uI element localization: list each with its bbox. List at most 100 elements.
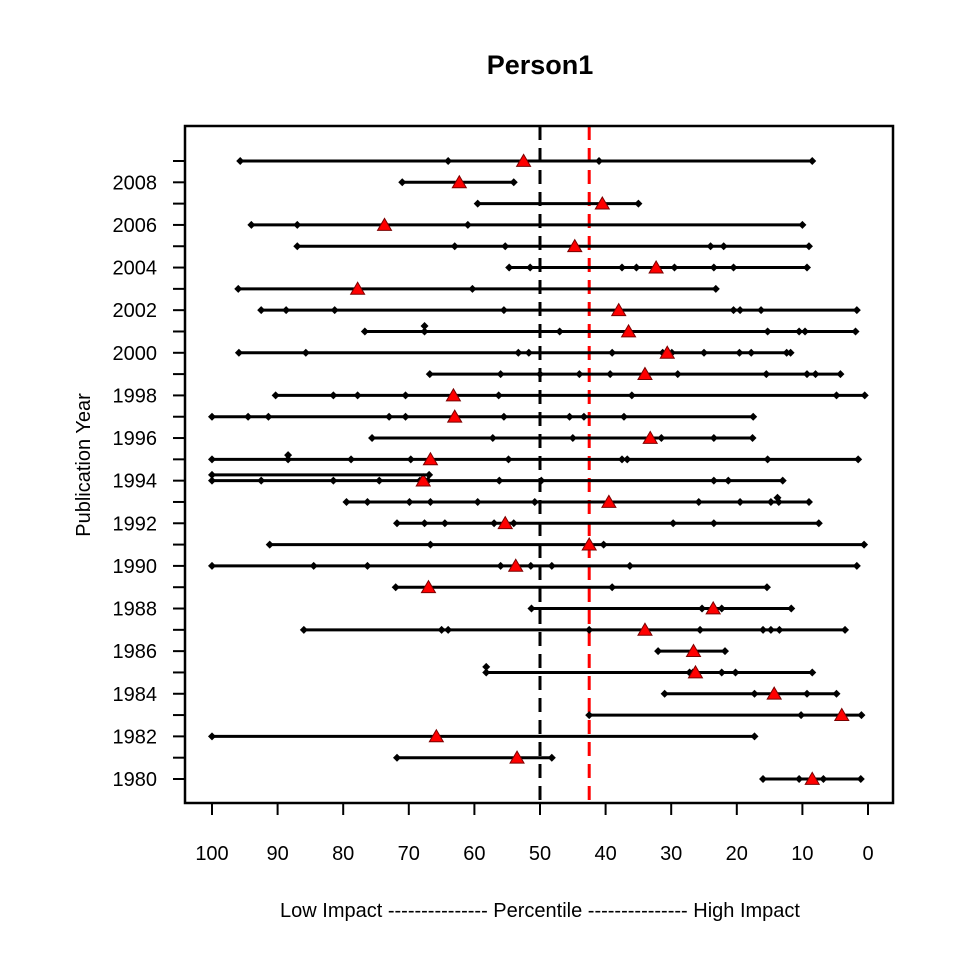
publication-row <box>208 409 758 423</box>
citation-point <box>444 157 453 165</box>
citation-point <box>698 604 707 613</box>
citation-point <box>669 519 678 528</box>
y-tick-label: 1990 <box>113 556 158 578</box>
citation-point <box>654 647 663 656</box>
citation-point <box>501 242 510 251</box>
citation-point <box>795 775 804 783</box>
x-tick-label: 70 <box>398 843 420 865</box>
citation-point <box>347 455 356 464</box>
citation-point <box>763 455 772 464</box>
citation-point <box>342 497 351 506</box>
citation-point <box>363 497 372 506</box>
citation-point <box>595 157 604 165</box>
citation-point <box>660 689 669 698</box>
citation-point <box>440 519 449 528</box>
citation-point <box>797 711 806 720</box>
y-tick-label: 2006 <box>113 215 158 237</box>
citation-point <box>473 199 482 208</box>
publication-row <box>293 238 813 253</box>
citation-point <box>301 348 310 357</box>
citation-point <box>208 476 216 485</box>
citation-point <box>536 370 544 379</box>
citation-point <box>787 604 796 613</box>
publication-row <box>392 515 823 530</box>
median-marker <box>833 707 850 721</box>
citation-point <box>257 306 266 315</box>
citation-point <box>420 327 429 336</box>
citation-point <box>750 689 759 698</box>
citation-point <box>709 476 718 485</box>
citation-point <box>851 327 860 336</box>
citation-point <box>271 391 280 400</box>
citation-point <box>363 561 372 570</box>
citation-point <box>406 455 415 464</box>
citation-point <box>773 493 782 502</box>
citation-point <box>709 434 718 443</box>
citation-point <box>801 327 810 336</box>
citation-point <box>555 327 564 336</box>
citation-point <box>673 370 682 379</box>
median-marker <box>415 473 432 487</box>
citation-point <box>426 540 435 549</box>
publication-row <box>208 558 861 572</box>
citation-point <box>473 497 482 506</box>
median-marker <box>687 664 704 679</box>
y-tick-label: 1980 <box>113 769 158 791</box>
publication-row <box>773 493 782 502</box>
citation-point <box>284 451 293 460</box>
x-axis-label: Low Impact --------------- Percentile --… <box>280 900 800 922</box>
citation-point <box>329 391 338 400</box>
citation-point <box>547 753 556 762</box>
median-marker <box>610 302 627 317</box>
median-marker <box>420 579 437 594</box>
citation-point <box>634 199 643 208</box>
publication-row <box>284 451 293 460</box>
median-marker <box>642 430 659 444</box>
chart-title: Person1 <box>487 50 594 80</box>
median-marker <box>515 153 532 167</box>
citation-point <box>623 455 632 464</box>
citation-point <box>720 647 729 656</box>
median-marker <box>601 494 617 508</box>
y-tick-label: 2002 <box>113 300 158 322</box>
citation-point <box>762 370 771 379</box>
citation-point <box>719 242 728 251</box>
publication-row <box>265 536 869 551</box>
citation-point <box>759 775 768 783</box>
citation-point <box>385 412 394 421</box>
median-marker <box>349 281 366 295</box>
median-marker <box>428 728 445 743</box>
citation-point <box>749 412 758 421</box>
citation-point <box>618 263 626 272</box>
median-marker <box>445 387 462 402</box>
y-tick-label: 2008 <box>113 172 158 194</box>
citation-point <box>627 391 636 400</box>
citation-point <box>857 711 866 720</box>
citation-point <box>802 689 811 698</box>
y-tick-label: 2000 <box>113 343 158 365</box>
citation-point <box>735 348 744 357</box>
citation-point <box>208 561 216 570</box>
median-marker <box>507 558 524 572</box>
x-tick-label: 10 <box>791 843 813 865</box>
citation-point <box>766 625 775 634</box>
citation-point <box>293 220 302 229</box>
citation-point <box>811 370 820 379</box>
citation-point <box>282 306 291 315</box>
citation-point <box>360 327 369 336</box>
citation-point <box>547 561 556 570</box>
citation-point <box>632 263 641 272</box>
citation-point <box>599 540 608 549</box>
citation-point <box>499 306 508 315</box>
citation-point <box>208 470 216 479</box>
citation-point <box>694 497 703 506</box>
citation-point <box>565 412 574 421</box>
citation-point <box>854 455 863 464</box>
x-tick-label: 0 <box>862 843 873 865</box>
median-marker <box>497 515 514 530</box>
publication-row <box>271 387 869 402</box>
x-tick-label: 30 <box>660 843 682 865</box>
citation-point <box>709 519 718 528</box>
median-marker <box>637 622 653 636</box>
axes: 100 90 80 70 60 50 40 30 20 10 0198019821984198619… <box>113 160 874 865</box>
